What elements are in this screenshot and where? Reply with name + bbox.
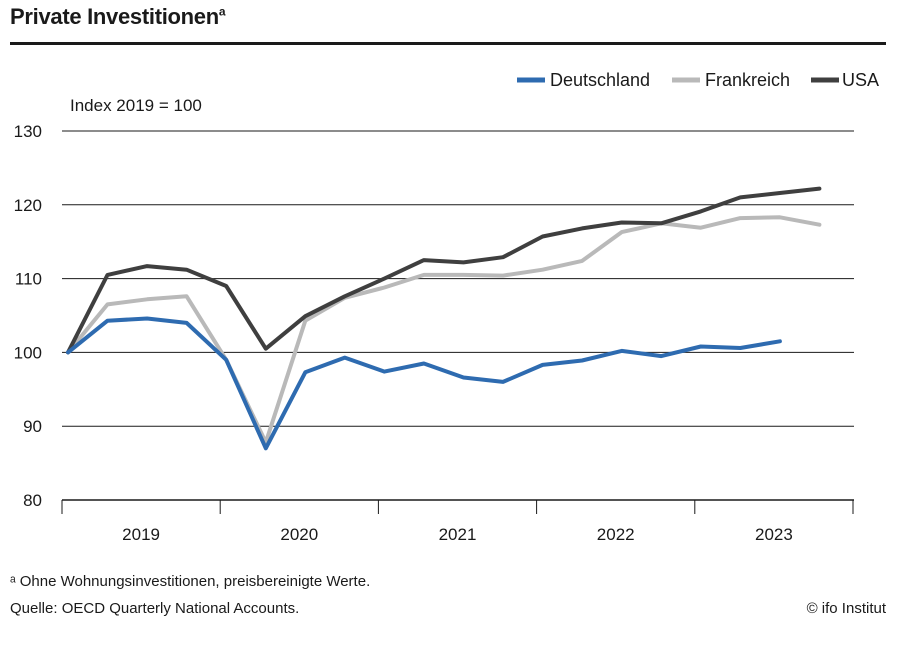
y-tick-label: 110 [15,270,42,289]
y-axis-ticks: 80 90 100 110 120 130 [14,122,42,510]
y-tick-label: 80 [23,491,42,510]
line-chart: 80 90 100 110 120 130 2019 2020 2021 2022 2023 In… [14,70,879,544]
chart-title: Private Investitionena [10,4,226,29]
series-line-usa [66,186,822,355]
y-tick-label: 120 [14,196,42,215]
y-tick-label: 130 [14,122,42,141]
title-divider [10,42,886,45]
x-tick-label: 2021 [439,525,477,544]
y-tick-label: 100 [14,343,42,362]
series-line-frankreich [66,215,822,445]
series-line-deutschland [66,316,782,451]
series-lines [66,186,822,451]
footnote: ᵃ Ohne Wohnungsinvestitionen, preisberei… [10,573,371,590]
legend: Deutschland Frankreich USA [517,70,879,90]
copyright-note: © ifo Institut [806,600,886,617]
y-axis-label: Index 2019 = 100 [70,96,202,115]
legend-label-deutschland: Deutschland [550,70,650,90]
x-tick-label: 2023 [755,525,793,544]
legend-label-frankreich: Frankreich [705,70,790,90]
legend-label-usa: USA [842,70,879,90]
source-note: Quelle: OECD Quarterly National Accounts… [10,600,300,617]
title-footnote-marker: a [218,4,226,19]
x-tick-label: 2019 [122,525,160,544]
gridlines [62,130,854,501]
x-tick-label: 2020 [280,525,318,544]
x-tick-label: 2022 [597,525,635,544]
x-axis: 2019 2020 2021 2022 2023 [61,500,854,544]
y-tick-label: 90 [23,417,42,436]
